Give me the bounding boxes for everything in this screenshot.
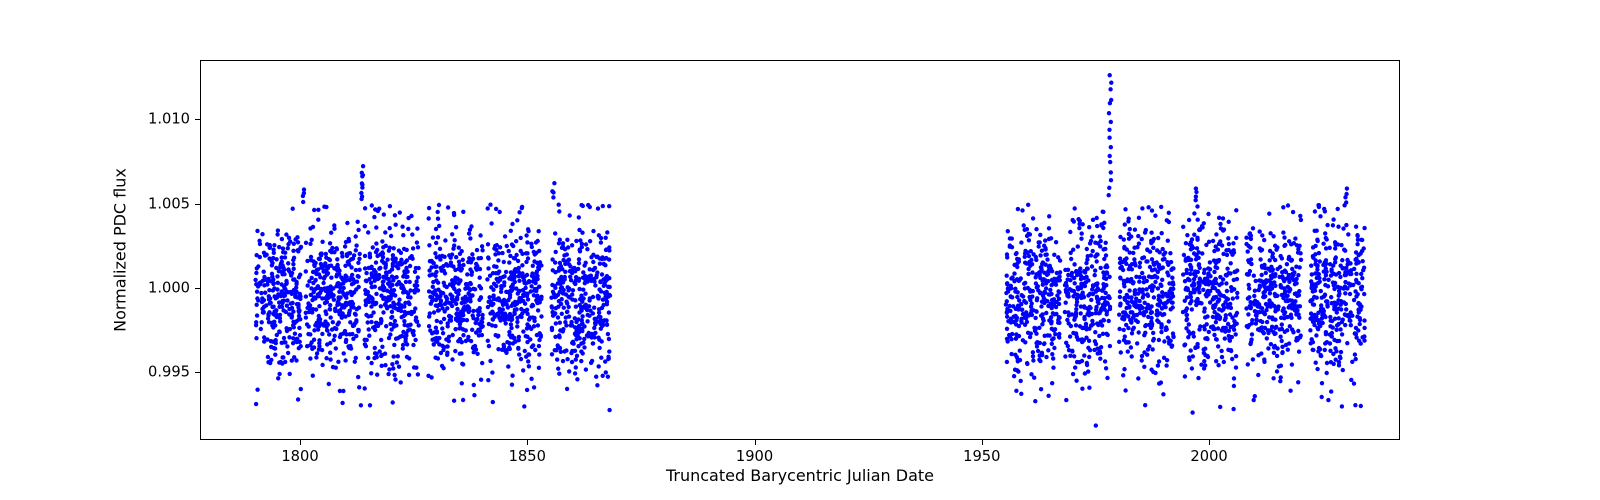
xtick-label: 1850 <box>509 448 546 465</box>
ytick-label: 1.005 <box>148 195 190 212</box>
xtick-mark <box>527 440 528 445</box>
xtick-mark <box>982 440 983 445</box>
xtick-label: 2000 <box>1190 448 1227 465</box>
xtick-label: 1800 <box>281 448 318 465</box>
ytick-label: 1.000 <box>148 280 190 297</box>
plot-area <box>200 60 1400 440</box>
ytick-label: 1.010 <box>148 111 190 128</box>
ytick-mark <box>195 372 200 373</box>
xtick-mark <box>300 440 301 445</box>
xtick-label: 1950 <box>963 448 1000 465</box>
ytick-mark <box>195 288 200 289</box>
scatter-plot <box>201 61 1401 441</box>
x-axis-label: Truncated Barycentric Julian Date <box>666 466 934 485</box>
y-axis-label: Normalized PDC flux <box>111 168 130 332</box>
figure: Truncated Barycentric Julian Date Normal… <box>0 0 1600 500</box>
xtick-label: 1900 <box>736 448 773 465</box>
ytick-mark <box>195 204 200 205</box>
xtick-mark <box>1209 440 1210 445</box>
ytick-label: 0.995 <box>148 364 190 381</box>
scatter-points <box>253 73 1366 428</box>
xtick-mark <box>755 440 756 445</box>
ytick-mark <box>195 119 200 120</box>
